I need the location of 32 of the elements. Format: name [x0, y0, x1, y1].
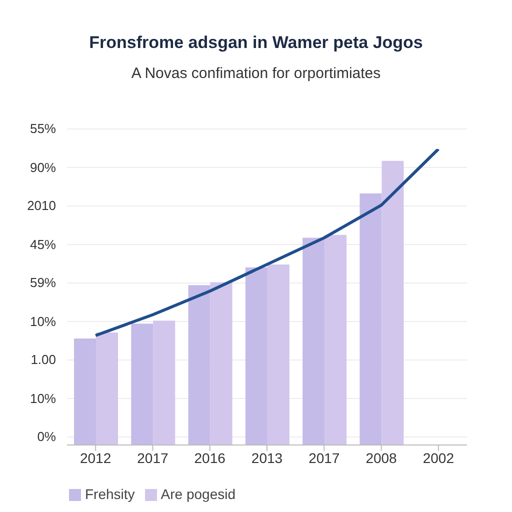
x-tick-label: 2013 [251, 450, 283, 466]
text: 0% [36, 429, 56, 445]
bar [188, 285, 210, 445]
legend-label: Are pogesid [160, 486, 236, 502]
text: 55% [28, 121, 56, 137]
x-tick-label: 2012 [80, 450, 112, 466]
text: 10% [28, 390, 56, 406]
text: 1.00 [30, 352, 56, 368]
bar [210, 282, 232, 445]
chart-subtitle: A Novas confimation for orportimiates [130, 65, 382, 82]
text: 90% [28, 160, 56, 176]
bar [131, 324, 154, 445]
x-tick-label: 2017 [308, 450, 340, 466]
x-tick-label: 2008 [366, 450, 398, 466]
bar [74, 338, 96, 445]
bar [153, 320, 176, 445]
bar [324, 234, 347, 445]
text: 59% [28, 275, 56, 291]
text: 45% [28, 236, 56, 252]
legend-label: Frehsity [85, 486, 135, 502]
bar [96, 332, 118, 445]
bar [245, 267, 268, 445]
chart-title: Fronsfrome adsgan in Wamer peta Jogos [88, 33, 424, 53]
text: 2010 [26, 198, 56, 214]
bar [302, 238, 325, 445]
bar [267, 264, 290, 445]
x-tick-label: 2016 [194, 450, 226, 466]
text: 10% [28, 314, 56, 330]
x-tick-label: 2017 [137, 450, 168, 466]
bar [382, 160, 404, 445]
bar [360, 193, 382, 445]
x-tick-label: 2002 [422, 450, 454, 466]
